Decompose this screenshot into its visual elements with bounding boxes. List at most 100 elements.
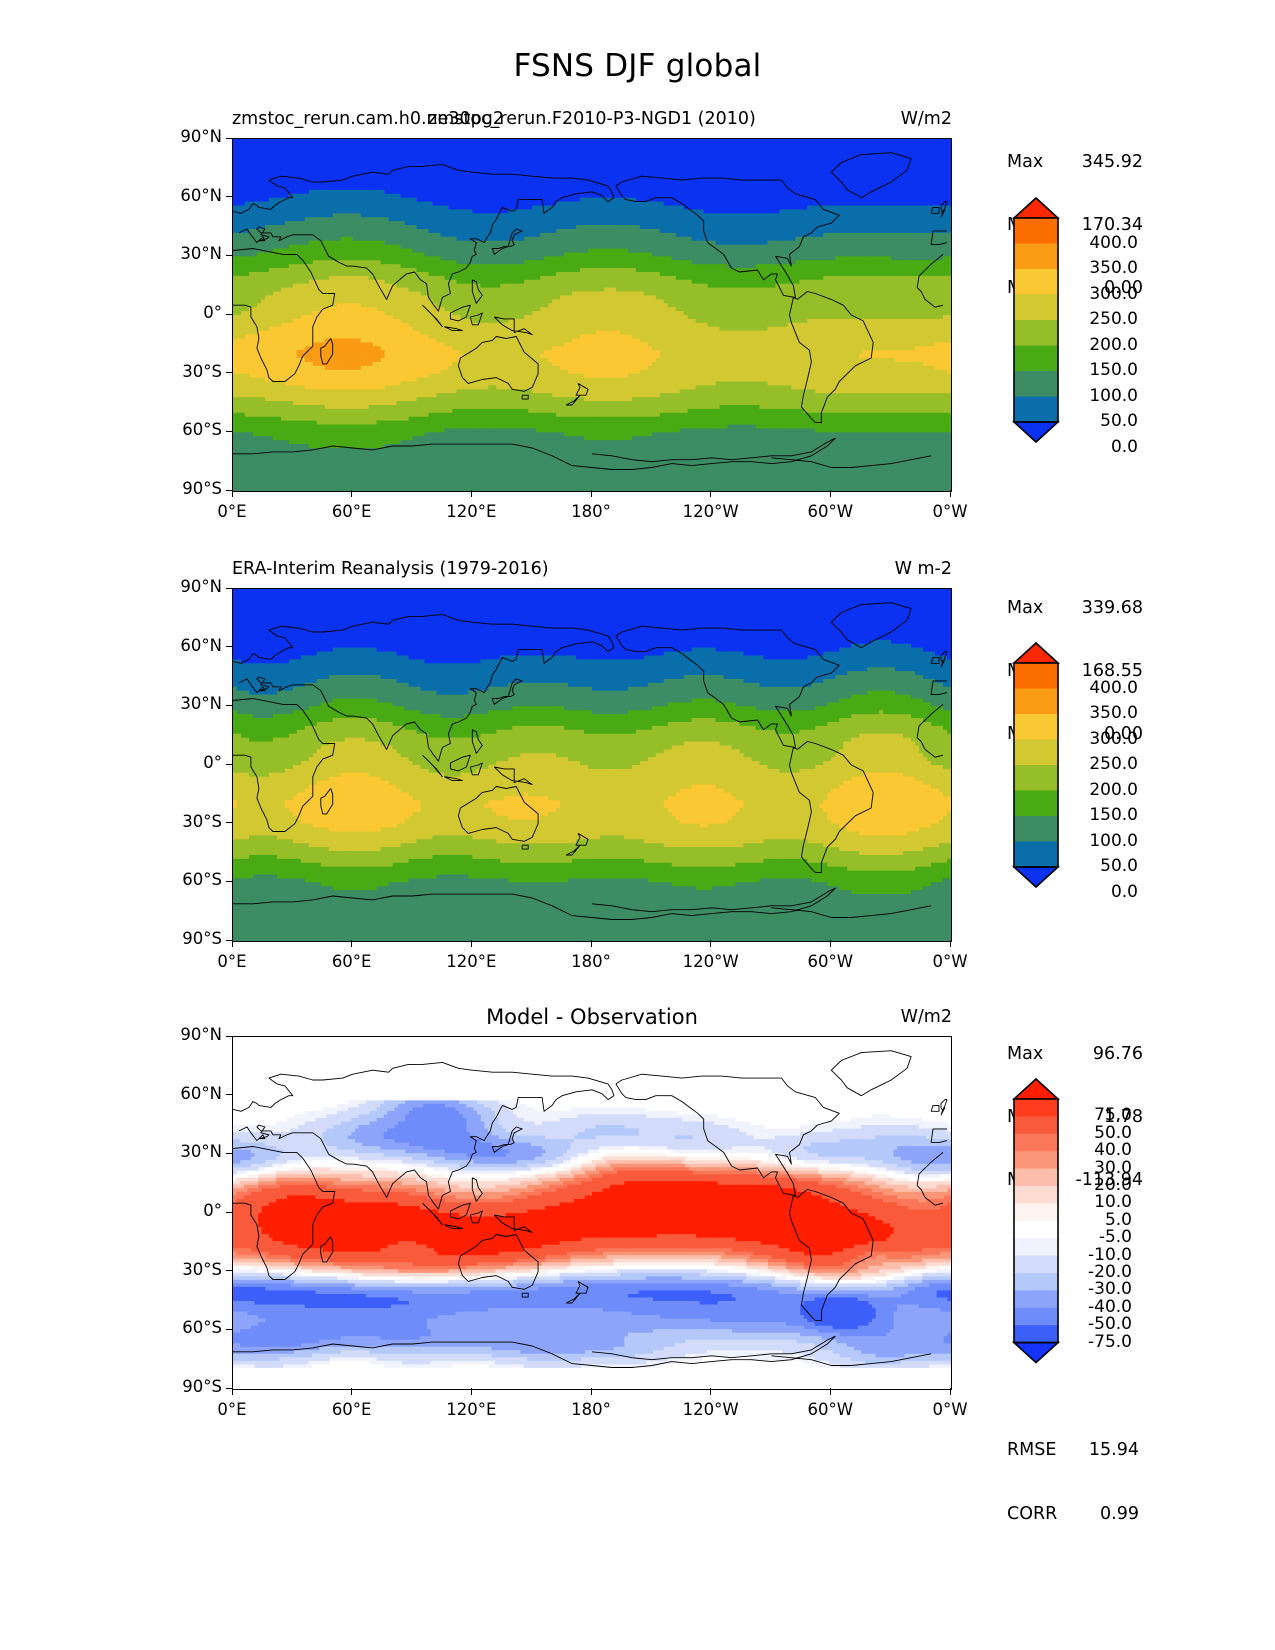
panel-difference-title: Model - Observation xyxy=(232,1005,952,1029)
observation-xtick-label: 60°E xyxy=(307,952,397,971)
model-ytick xyxy=(226,137,233,139)
model-ytick xyxy=(226,430,233,433)
panel-observation-header-units: W m-2 xyxy=(895,559,952,579)
observation-xtick xyxy=(590,940,592,947)
observation-xtick xyxy=(470,940,473,947)
model-ytick-label: 90°N xyxy=(156,127,222,146)
difference-xtick-label: 60°E xyxy=(307,1400,397,1419)
map-observation[interactable] xyxy=(232,588,952,942)
colorbar-model[interactable] xyxy=(1011,196,1061,444)
difference-ytick-label: 30°N xyxy=(156,1142,222,1161)
difference-xtick-label: 120°E xyxy=(426,1400,516,1419)
stats-mean-value: 168.55 xyxy=(1065,660,1143,683)
difference-ytick-label: 90°S xyxy=(156,1377,222,1396)
difference-ytick-label: 60°S xyxy=(156,1318,222,1337)
colorbar-tick-label: 5.0 xyxy=(1066,1210,1132,1230)
observation-ytick xyxy=(226,763,233,765)
colorbar-tick-label: -50.0 xyxy=(1066,1314,1132,1334)
difference-xtick-label: 60°W xyxy=(785,1400,875,1419)
observation-xtick-label: 120°E xyxy=(426,952,516,971)
colorbar-tick-label: 50.0 xyxy=(1066,411,1138,431)
panel-difference: Model - Observation W/m2 90°N 60°N 30°N 0° 3… xyxy=(180,1002,967,1422)
observation-ytick-label: 30°S xyxy=(156,812,222,831)
panel-model-header-center: zmstoc_rerun.F2010-P3-NGD1 (2010) xyxy=(232,109,952,129)
difference-ytick xyxy=(226,1211,233,1213)
panel-model-header-left: zmstoc_rerun.cam.h0.ne30pg2 xyxy=(232,109,504,129)
difference-ytick xyxy=(226,1035,233,1037)
difference-xtick xyxy=(829,1388,832,1395)
observation-ytick xyxy=(226,822,233,824)
observation-xtick-label: 180° xyxy=(546,952,636,971)
map-difference[interactable] xyxy=(232,1036,952,1390)
difference-ytick xyxy=(226,1328,233,1331)
observation-ytick xyxy=(226,587,233,589)
stats-max-label: Max xyxy=(1007,1043,1065,1066)
corr-label: CORR xyxy=(1007,1502,1077,1526)
difference-ytick-label: 90°N xyxy=(156,1025,222,1044)
observation-xtick xyxy=(231,940,233,947)
model-xtick-label: 60°W xyxy=(785,502,875,521)
colorbar-tick-label: 300.0 xyxy=(1066,729,1138,749)
observation-ytick-label: 90°S xyxy=(156,929,222,948)
stats-mean-value: 1.78 xyxy=(1065,1106,1143,1129)
difference-xtick-label: 0°W xyxy=(905,1400,995,1419)
colorbar-tick-label: 100.0 xyxy=(1066,831,1138,851)
colorbar-tick-label: 150.0 xyxy=(1066,360,1138,380)
figure-title: FSNS DJF global xyxy=(0,48,1275,84)
stats-max-value: 339.68 xyxy=(1065,597,1143,620)
observation-ytick xyxy=(226,880,233,883)
panel-model: zmstoc_rerun.cam.h0.ne30pg2 zmstoc_rerun… xyxy=(180,109,967,530)
model-xtick-label: 180° xyxy=(546,502,636,521)
colorbar-tick-label: 50.0 xyxy=(1066,1123,1132,1143)
colorbar-tick-label: 100.0 xyxy=(1066,386,1138,406)
stats-max-value: 345.92 xyxy=(1065,151,1143,174)
stats-max-row: Max 345.92 xyxy=(1007,151,1143,174)
stats-max-label: Max xyxy=(1007,151,1065,174)
difference-xtick xyxy=(949,1388,951,1395)
observation-ytick-label: 60°S xyxy=(156,870,222,889)
model-xtick xyxy=(351,490,353,497)
colorbar-tick-label: -30.0 xyxy=(1066,1279,1132,1299)
colorbar-tick-label: -20.0 xyxy=(1066,1262,1132,1282)
difference-ytick xyxy=(226,1270,233,1272)
observation-ytick-label: 0° xyxy=(156,753,222,772)
panel-observation: ERA-Interim Reanalysis (1979-2016) W m-2… xyxy=(180,556,967,976)
colorbar-tick-label: 20.0 xyxy=(1066,1175,1132,1195)
observation-ytick xyxy=(226,704,233,707)
colorbar-tick-label: 40.0 xyxy=(1066,1140,1132,1160)
colorbar-tick-label: 200.0 xyxy=(1066,335,1138,355)
model-xtick xyxy=(710,490,712,497)
observation-xtick xyxy=(949,940,951,947)
colorbar-tick-label: 300.0 xyxy=(1066,284,1138,304)
error-metrics: RMSE 15.94 CORR 0.99 xyxy=(1007,1398,1139,1566)
colorbar-tick-label: 150.0 xyxy=(1066,805,1138,825)
observation-xtick-label: 120°W xyxy=(666,952,756,971)
colorbar-tick-label: 250.0 xyxy=(1066,309,1138,329)
observation-xtick-label: 0°W xyxy=(905,952,995,971)
model-ytick-label: 90°S xyxy=(156,479,222,498)
model-xtick-label: 120°E xyxy=(426,502,516,521)
model-ytick xyxy=(226,489,233,491)
model-xtick-label: 60°E xyxy=(307,502,397,521)
observation-xtick xyxy=(351,940,353,947)
difference-xtick-label: 180° xyxy=(546,1400,636,1419)
model-ytick-label: 30°N xyxy=(156,244,222,263)
colorbar-observation[interactable] xyxy=(1011,641,1061,889)
difference-ytick-label: 0° xyxy=(156,1201,222,1220)
map-model[interactable] xyxy=(232,138,952,492)
panel-difference-header-units: W/m2 xyxy=(901,1007,952,1027)
model-xtick xyxy=(829,490,832,497)
model-ytick-label: 30°S xyxy=(156,362,222,381)
difference-xtick xyxy=(351,1388,353,1395)
colorbar-tick-label: -75.0 xyxy=(1066,1332,1132,1352)
difference-xtick xyxy=(710,1388,712,1395)
rmse-value: 15.94 xyxy=(1077,1438,1139,1462)
panel-observation-header-left: ERA-Interim Reanalysis (1979-2016) xyxy=(232,559,549,579)
model-xtick-label: 120°W xyxy=(666,502,756,521)
stats-min-value: -113.94 xyxy=(1065,1169,1143,1192)
colorbar-difference[interactable] xyxy=(1011,1077,1061,1365)
observation-xtick xyxy=(829,940,832,947)
difference-ytick xyxy=(226,1387,233,1389)
difference-xtick xyxy=(470,1388,473,1395)
